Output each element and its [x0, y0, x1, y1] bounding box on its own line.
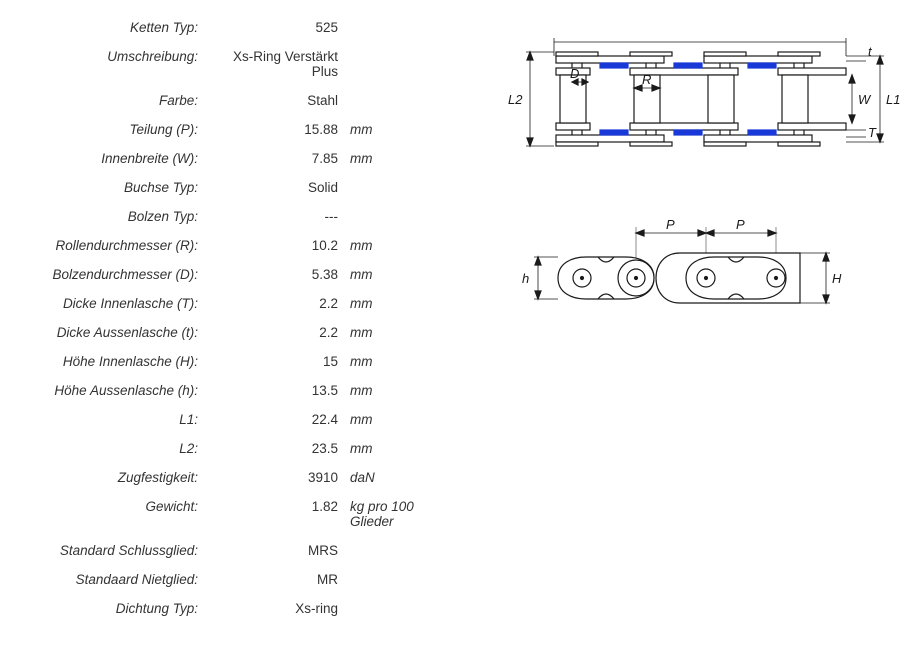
- dim-label-P1: P: [666, 217, 675, 232]
- spec-unit: mm: [350, 151, 373, 166]
- chain-side-view-diagram: L2 L1 t T: [500, 24, 900, 177]
- spec-label: L1:: [30, 412, 210, 427]
- spec-value: 2.2: [210, 296, 350, 311]
- spec-label: Farbe:: [30, 93, 210, 108]
- spec-unit: mm: [350, 296, 373, 311]
- dim-label-T: T: [868, 125, 877, 140]
- spec-value: 13.5: [210, 383, 350, 398]
- dim-label-D: D: [570, 66, 579, 81]
- spec-table: Ketten Typ:525Umschreibung:Xs-Ring Verst…: [30, 20, 460, 630]
- spec-value: MRS: [210, 543, 350, 558]
- spec-value: 23.5: [210, 441, 350, 456]
- spec-label: Buchse Typ:: [30, 180, 210, 195]
- spec-value: 15: [210, 354, 350, 369]
- spec-label: Standaard Nietglied:: [30, 572, 210, 587]
- spec-label: Dichtung Typ:: [30, 601, 210, 616]
- spec-row: Gewicht:1.82kg pro 100 Glieder: [30, 499, 460, 529]
- spec-row: L2:23.5mm: [30, 441, 460, 456]
- spec-unit: mm: [350, 441, 373, 456]
- spec-unit: kg pro 100 Glieder: [350, 499, 460, 529]
- chain-top-view-diagram: P P h H: [500, 217, 900, 330]
- diagrams-panel: L2 L1 t T: [460, 20, 900, 370]
- dim-label-H: H: [832, 271, 842, 286]
- spec-label: Dicke Innenlasche (T):: [30, 296, 210, 311]
- spec-value: 5.38: [210, 267, 350, 282]
- spec-label: Zugfestigkeit:: [30, 470, 210, 485]
- spec-label: Höhe Innenlasche (H):: [30, 354, 210, 369]
- page-container: Ketten Typ:525Umschreibung:Xs-Ring Verst…: [30, 20, 889, 630]
- side-view-svg: L2 L1 t T: [500, 24, 900, 174]
- spec-row: Zugfestigkeit:3910daN: [30, 470, 460, 485]
- spec-label: Standard Schlussglied:: [30, 543, 210, 558]
- dim-label-R: R: [642, 72, 651, 87]
- spec-row: Rollendurchmesser (R):10.2mm: [30, 238, 460, 253]
- spec-unit: mm: [350, 412, 373, 427]
- spec-value: MR: [210, 572, 350, 587]
- spec-row: Innenbreite (W):7.85mm: [30, 151, 460, 166]
- spec-value: 15.88: [210, 122, 350, 137]
- spec-row: Dicke Aussenlasche (t):2.2mm: [30, 325, 460, 340]
- spec-row: Dicke Innenlasche (T):2.2mm: [30, 296, 460, 311]
- spec-unit: mm: [350, 354, 373, 369]
- dim-label-h: h: [522, 271, 529, 286]
- spec-unit: mm: [350, 325, 373, 340]
- spec-unit: mm: [350, 267, 373, 282]
- spec-value: Solid: [210, 180, 350, 195]
- spec-value: ---: [210, 209, 350, 224]
- spec-value: 3910: [210, 470, 350, 485]
- spec-label: Gewicht:: [30, 499, 210, 514]
- spec-value: Xs-Ring Verstärkt Plus: [210, 49, 350, 79]
- spec-row: Standaard Nietglied:MR: [30, 572, 460, 587]
- spec-label: Dicke Aussenlasche (t):: [30, 325, 210, 340]
- spec-label: Teilung (P):: [30, 122, 210, 137]
- spec-row: Buchse Typ:Solid: [30, 180, 460, 195]
- spec-unit: mm: [350, 122, 373, 137]
- spec-row: Umschreibung:Xs-Ring Verstärkt Plus: [30, 49, 460, 79]
- spec-value: 1.82: [210, 499, 350, 514]
- spec-label: Ketten Typ:: [30, 20, 210, 35]
- spec-label: Innenbreite (W):: [30, 151, 210, 166]
- spec-row: Ketten Typ:525: [30, 20, 460, 35]
- spec-value: 7.85: [210, 151, 350, 166]
- spec-label: Bolzen Typ:: [30, 209, 210, 224]
- spec-label: Höhe Aussenlasche (h):: [30, 383, 210, 398]
- spec-row: Bolzen Typ:---: [30, 209, 460, 224]
- spec-value: 10.2: [210, 238, 350, 253]
- dim-label-L1: L1: [886, 92, 900, 107]
- spec-row: Bolzendurchmesser (D):5.38mm: [30, 267, 460, 282]
- spec-label: L2:: [30, 441, 210, 456]
- dim-label-P2: P: [736, 217, 745, 232]
- spec-value: 2.2: [210, 325, 350, 340]
- spec-row: Teilung (P):15.88mm: [30, 122, 460, 137]
- spec-label: Bolzendurchmesser (D):: [30, 267, 210, 282]
- spec-unit: mm: [350, 238, 373, 253]
- spec-row: Dichtung Typ:Xs-ring: [30, 601, 460, 616]
- spec-value: Xs-ring: [210, 601, 350, 616]
- spec-label: Rollendurchmesser (R):: [30, 238, 210, 253]
- spec-row: L1:22.4mm: [30, 412, 460, 427]
- top-view-svg: P P h H: [500, 217, 860, 327]
- dim-label-L2: L2: [508, 92, 523, 107]
- dim-label-t: t: [868, 44, 873, 59]
- spec-row: Höhe Innenlasche (H):15mm: [30, 354, 460, 369]
- spec-unit: daN: [350, 470, 375, 485]
- spec-row: Farbe:Stahl: [30, 93, 460, 108]
- spec-value: Stahl: [210, 93, 350, 108]
- spec-row: Standard Schlussglied:MRS: [30, 543, 460, 558]
- dim-label-W: W: [858, 92, 872, 107]
- spec-unit: mm: [350, 383, 373, 398]
- spec-label: Umschreibung:: [30, 49, 210, 64]
- spec-row: Höhe Aussenlasche (h):13.5mm: [30, 383, 460, 398]
- spec-value: 22.4: [210, 412, 350, 427]
- spec-value: 525: [210, 20, 350, 35]
